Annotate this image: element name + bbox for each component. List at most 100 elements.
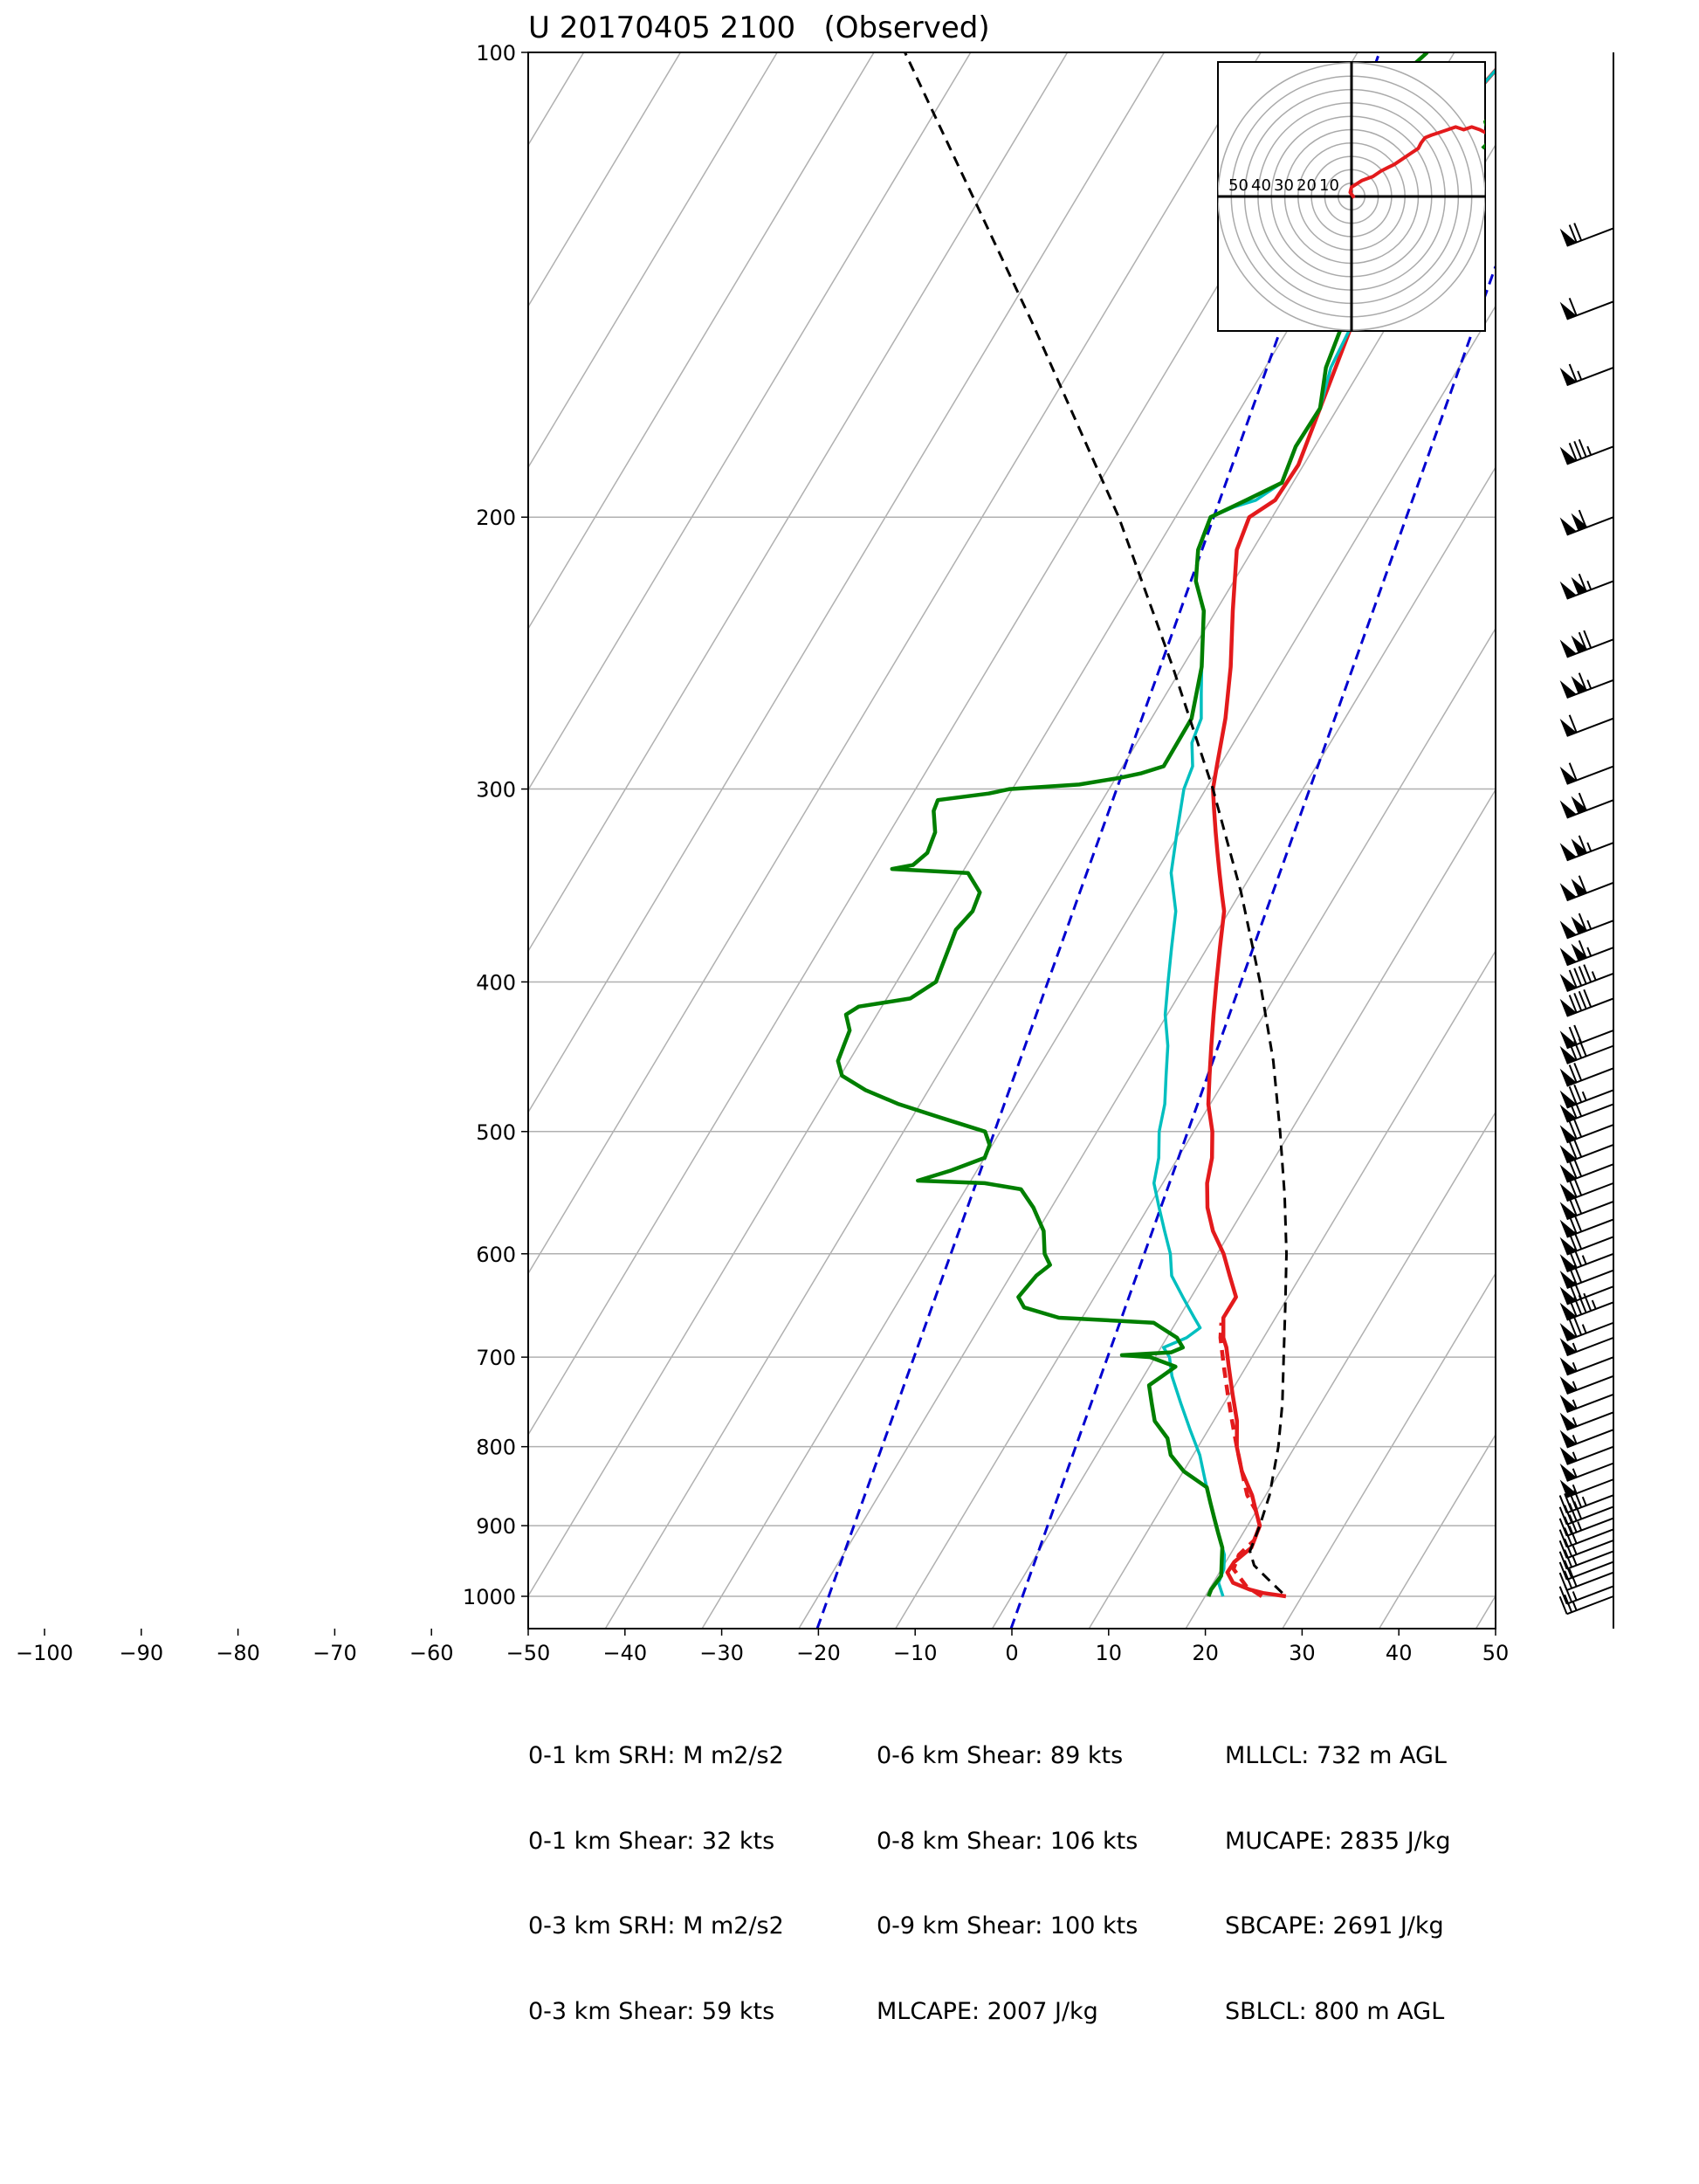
wind-barb	[1559, 1292, 1614, 1321]
barb-shaft	[1566, 1321, 1614, 1341]
barb-shaft	[1566, 1429, 1614, 1449]
barb-full	[1568, 1179, 1578, 1198]
series-parcel	[904, 52, 1288, 1595]
barb-full	[1578, 672, 1587, 692]
barb-flag	[1559, 1068, 1577, 1086]
stat-sbcape: SBCAPE: 2691 J/kg	[1225, 1912, 1444, 1939]
chart-title: U 20170405 2100 (Observed)	[528, 10, 990, 45]
isotherm	[798, 465, 1496, 1629]
barb-full	[1573, 1264, 1583, 1284]
barb-flag	[1559, 800, 1577, 818]
pressure-axis: 100 200 300 400 500 600 700 800 900 1000	[463, 41, 528, 1609]
barb-half	[1577, 1521, 1583, 1531]
wind-barb	[1559, 438, 1614, 465]
barb-full	[1573, 1119, 1583, 1138]
barb-full	[1568, 1526, 1578, 1544]
barb-half	[1572, 1434, 1578, 1444]
isotherm	[528, 52, 972, 791]
series-temperature_dashed	[1218, 1322, 1263, 1598]
barb-flag	[1559, 1164, 1577, 1182]
stat-shear-0-3: 0-3 km Shear: 59 kts	[528, 1997, 775, 2025]
barb-flag	[1559, 228, 1577, 246]
barb-shaft	[1566, 1494, 1614, 1514]
y-tick-label: 300	[476, 778, 516, 803]
wind-barb	[1559, 714, 1614, 737]
isotherm	[528, 52, 585, 147]
barb-flag	[1559, 1446, 1577, 1464]
isotherm	[1088, 949, 1496, 1629]
barb-half	[1581, 1324, 1587, 1334]
barb-full	[1568, 762, 1578, 781]
barb-full	[1573, 1296, 1583, 1315]
barb-full	[1568, 1197, 1578, 1216]
wind-barb	[1559, 223, 1614, 247]
barb-full	[1568, 1250, 1578, 1269]
wind-barb	[1559, 940, 1614, 967]
barb-full	[1564, 1570, 1573, 1589]
x-tick-label: −90	[119, 1641, 163, 1665]
barb-full	[1568, 224, 1578, 243]
wind-barb	[1559, 1445, 1614, 1465]
wind-barb	[1559, 630, 1614, 658]
x-tick-label: −50	[506, 1641, 551, 1665]
barb-flag	[1559, 1376, 1577, 1395]
barb-half	[1586, 920, 1592, 930]
wind-barb-column	[1558, 52, 1614, 1629]
isotherm	[0, 52, 487, 1629]
barb-shaft	[1566, 799, 1614, 819]
barb-full	[1568, 1216, 1578, 1234]
barb-full	[1573, 1139, 1583, 1158]
barb-full	[1583, 989, 1592, 1008]
barb-full	[1573, 1040, 1583, 1058]
wind-barb	[1559, 1393, 1614, 1414]
wind-barb	[1559, 363, 1614, 387]
wind-barb	[1559, 1084, 1614, 1109]
barb-full	[1578, 573, 1587, 592]
barb-full	[1568, 1140, 1578, 1160]
barb-full	[1578, 438, 1587, 458]
barb-full	[1573, 1248, 1583, 1267]
barb-flag	[1559, 1183, 1577, 1202]
barb-half	[1586, 947, 1592, 957]
hodograph-ring-label: 20	[1297, 176, 1317, 195]
barb-flag	[1559, 1323, 1577, 1341]
barb-flag	[1559, 1463, 1577, 1481]
barb-half	[1572, 1601, 1578, 1611]
stats-column-2: 0-6 km Shear: 89 kts 0-8 km Shear: 106 k…	[877, 1685, 1138, 2055]
barb-full	[1564, 1505, 1573, 1524]
barb-full	[1558, 1551, 1568, 1570]
barb-full	[1573, 1177, 1583, 1196]
barb-shaft	[1566, 1336, 1614, 1357]
barb-shaft	[1566, 1067, 1614, 1087]
barb-full	[1568, 1299, 1578, 1317]
wind-barb	[1559, 989, 1614, 1017]
x-tick-label: 50	[1482, 1641, 1510, 1665]
barb-flag	[1559, 1125, 1577, 1143]
barb-full	[1568, 1120, 1578, 1140]
barb-flag	[1571, 838, 1588, 857]
barb-half	[1577, 370, 1583, 381]
isotherm	[528, 52, 1262, 1275]
barb-full	[1568, 714, 1578, 734]
stat-shear-0-6: 0-6 km Shear: 89 kts	[877, 1742, 1124, 1769]
barb-full	[1564, 1549, 1573, 1567]
isotherm	[991, 788, 1496, 1629]
barb-flag	[1559, 1338, 1577, 1356]
y-tick-label: 600	[476, 1243, 516, 1267]
barb-flag	[1571, 796, 1588, 814]
barb-flag	[1559, 446, 1577, 465]
y-tick-label: 200	[476, 506, 516, 530]
barb-half	[1586, 679, 1592, 689]
barb-flag	[1559, 1254, 1577, 1272]
barb-full	[1573, 1062, 1583, 1081]
hodograph-rings	[1218, 62, 1485, 331]
barb-shaft	[1566, 1356, 1614, 1376]
series-wetbulb	[836, 52, 1429, 1597]
wind-barb	[1559, 792, 1614, 819]
x-tick-label: −20	[796, 1641, 841, 1665]
isotherm	[1475, 1595, 1496, 1629]
barb-half	[1581, 1091, 1587, 1101]
wind-barb	[1559, 1024, 1614, 1050]
isotherm	[528, 52, 1359, 1436]
barb-flag	[1559, 766, 1577, 784]
